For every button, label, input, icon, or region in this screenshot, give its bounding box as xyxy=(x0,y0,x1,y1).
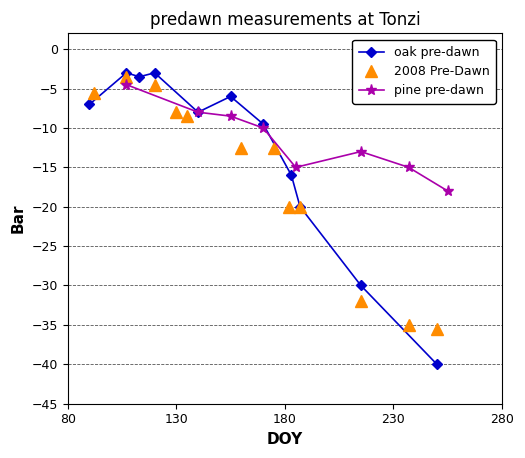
Line: oak pre-dawn: oak pre-dawn xyxy=(86,69,440,368)
pine pre-dawn xyxy=(260,125,266,131)
oak pre-dawn xyxy=(151,70,158,76)
2008 Pre-Dawn xyxy=(434,326,440,332)
2008 Pre-Dawn xyxy=(405,322,412,327)
pine pre-dawn xyxy=(358,149,364,154)
pine pre-dawn xyxy=(292,164,299,170)
Title: predawn measurements at Tonzi: predawn measurements at Tonzi xyxy=(150,11,420,29)
oak pre-dawn xyxy=(123,70,130,76)
Line: pine pre-dawn: pine pre-dawn xyxy=(121,79,453,196)
2008 Pre-Dawn xyxy=(238,145,245,150)
Line: 2008 Pre-Dawn: 2008 Pre-Dawn xyxy=(88,71,443,334)
oak pre-dawn xyxy=(86,102,92,107)
2008 Pre-Dawn xyxy=(91,90,97,95)
X-axis label: DOY: DOY xyxy=(267,432,303,447)
pine pre-dawn xyxy=(227,114,234,119)
oak pre-dawn xyxy=(260,121,266,127)
2008 Pre-Dawn xyxy=(123,74,130,80)
oak pre-dawn xyxy=(195,109,201,115)
oak pre-dawn xyxy=(288,173,295,178)
Legend: oak pre-dawn, 2008 Pre-Dawn, pine pre-dawn: oak pre-dawn, 2008 Pre-Dawn, pine pre-da… xyxy=(352,40,496,104)
Y-axis label: Bar: Bar xyxy=(11,204,26,233)
pine pre-dawn xyxy=(405,164,412,170)
oak pre-dawn xyxy=(297,204,303,209)
oak pre-dawn xyxy=(136,74,143,80)
2008 Pre-Dawn xyxy=(271,145,277,150)
2008 Pre-Dawn xyxy=(173,109,180,115)
2008 Pre-Dawn xyxy=(297,204,303,209)
2008 Pre-Dawn xyxy=(286,204,292,209)
pine pre-dawn xyxy=(123,82,130,87)
oak pre-dawn xyxy=(227,94,234,99)
2008 Pre-Dawn xyxy=(358,299,364,304)
pine pre-dawn xyxy=(195,109,201,115)
pine pre-dawn xyxy=(445,188,451,194)
oak pre-dawn xyxy=(358,283,364,288)
oak pre-dawn xyxy=(434,361,440,367)
2008 Pre-Dawn xyxy=(151,82,158,87)
2008 Pre-Dawn xyxy=(184,114,191,119)
